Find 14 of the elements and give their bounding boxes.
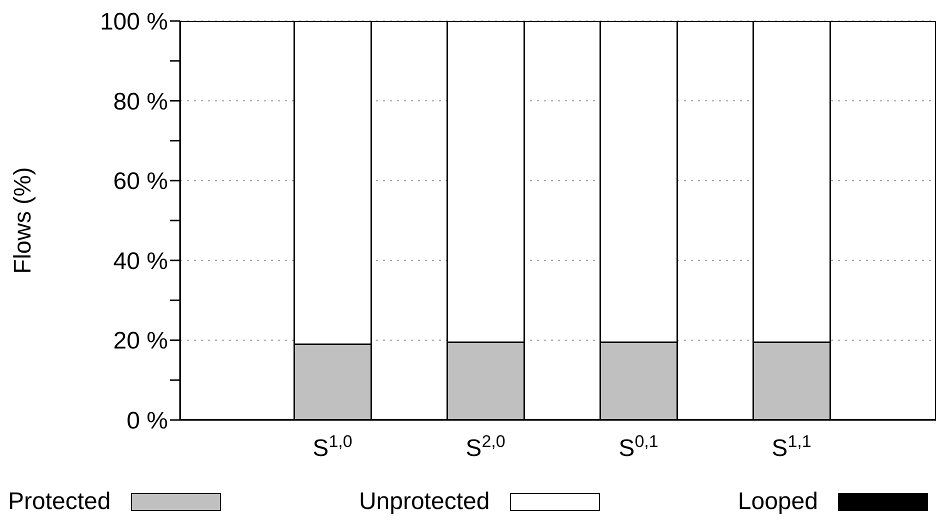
y-tick-label: 20 % — [113, 328, 168, 355]
legend-label: Protected — [8, 488, 111, 516]
x-tick-label: S$^{0,1}$ — [618, 432, 658, 462]
y-tick-label: 100 % — [100, 8, 168, 36]
legend-label: Looped — [738, 488, 818, 516]
legend-label: Unprotected — [358, 488, 490, 516]
y-axis-title: Flows (%) — [10, 167, 37, 274]
y-tick-label: 0 % — [126, 408, 168, 435]
y-tick-label: 80 % — [113, 88, 168, 116]
x-tick-label: S$^{2,0}$ — [466, 432, 506, 462]
x-tick-label: S$^{1,1}$ — [772, 432, 812, 462]
x-tick-label: S$^{1,0}$ — [312, 432, 352, 462]
y-tick-label: 40 % — [113, 248, 168, 275]
y-tick-label: 60 % — [113, 168, 168, 196]
